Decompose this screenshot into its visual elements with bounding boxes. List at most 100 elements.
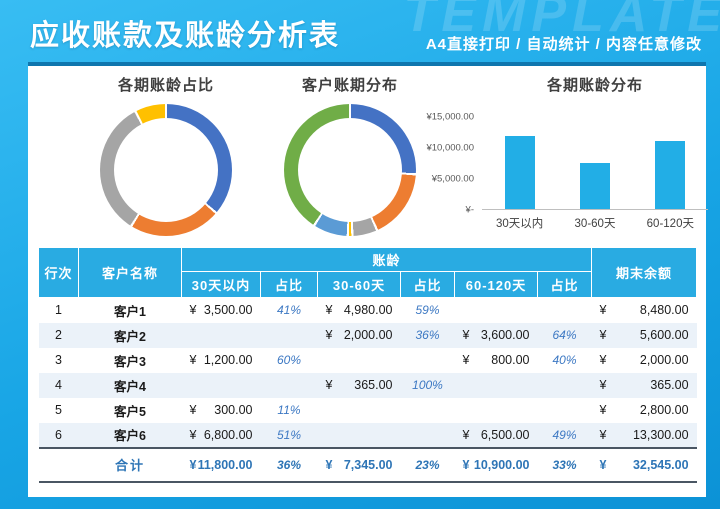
charts-row: 各期账龄占比 客户账期分布 各期账龄分布 ¥15,000.00 ¥10,000.0… — [28, 66, 708, 246]
amount-cell — [318, 423, 401, 448]
currency-symbol: ¥ — [462, 353, 470, 367]
percent-cell: 41% — [276, 303, 302, 318]
content-card: 各期账龄占比 客户账期分布 各期账龄分布 ¥15,000.00 ¥10,000.0… — [28, 62, 708, 497]
percent-cell — [538, 398, 592, 423]
aging-table: 行次 客户名称 账龄 期末余额 30天以内 占比 30-60天 占比 60-12… — [38, 247, 698, 483]
amount-value: 8,480.00 — [639, 303, 689, 318]
amount-value: 300.00 — [214, 403, 253, 417]
template-watermark: TEMPLATE — [403, 0, 720, 43]
percent-cell: 40% — [552, 353, 577, 367]
amount-cell: ¥1,200.00 — [182, 348, 261, 373]
col-header-row-no: 行次 — [38, 247, 79, 298]
col-header-pct-3: 占比 — [536, 271, 593, 298]
customer-name-cell: 客户4 — [114, 379, 146, 394]
col-header-customer: 客户名称 — [78, 247, 182, 298]
table-row: 6 客户6 ¥6,800.00 51% ¥6,500.00 49% ¥13,300.00 — [38, 422, 697, 448]
percent-cell — [261, 323, 318, 348]
customer-name-cell: 客户3 — [114, 354, 146, 369]
currency-symbol: ¥ — [599, 427, 607, 442]
plot-wrap: 30天以内 30-60天 60-120天 — [482, 117, 708, 231]
chart-title-aging-distribution: 各期账龄分布 — [546, 77, 643, 94]
donut-chart-customer-terms: 客户账期分布 — [256, 74, 444, 236]
percent-cell: 36% — [260, 446, 318, 483]
amount-cell: ¥2,800.00 — [592, 398, 697, 423]
amount-cell: ¥800.00 — [455, 348, 538, 373]
y-tick-label: ¥5,000.00 — [431, 173, 474, 185]
amount-value: 2,000.00 — [343, 328, 393, 342]
table-row: 4 客户4 ¥365.00 100% ¥365.00 — [38, 372, 697, 398]
amount-value: 32,545.00 — [632, 457, 689, 472]
percent-cell: 60% — [276, 353, 302, 367]
bar-30-60天 — [579, 163, 610, 209]
amount-cell: ¥13,300.00 — [592, 423, 697, 448]
bar-slot — [482, 136, 557, 209]
percent-cell: 64% — [552, 328, 577, 342]
amount-cell — [182, 373, 261, 398]
percent-cell: 33% — [537, 446, 592, 483]
donut-ring-customer-terms — [284, 104, 416, 236]
amount-cell: ¥4,980.00 — [318, 298, 401, 323]
x-axis-labels: 30天以内 30-60天 60-120天 — [482, 215, 708, 231]
col-header-balance: 期末余额 — [591, 247, 698, 298]
currency-symbol: ¥ — [599, 378, 607, 392]
amount-cell: ¥11,800.00 — [181, 446, 261, 483]
amount-cell: ¥32,545.00 — [591, 446, 697, 483]
percent-cell: 59% — [415, 303, 440, 318]
row-number-cell: 4 — [55, 378, 62, 392]
col-header-pct-1: 占比 — [260, 271, 318, 298]
currency-symbol: ¥ — [599, 328, 607, 342]
amount-value: 7,345.00 — [343, 457, 393, 472]
amount-value: 3,500.00 — [203, 303, 253, 318]
amount-value: 6,500.00 — [480, 427, 530, 442]
table-total-row: 合计 ¥11,800.00 36% ¥7,345.00 23% ¥10,900.00 33%… — [38, 446, 697, 483]
card-top-strip — [28, 62, 706, 66]
currency-symbol: ¥ — [599, 457, 607, 472]
currency-symbol: ¥ — [325, 328, 333, 342]
currency-symbol: ¥ — [599, 303, 607, 318]
table-header: 行次 客户名称 账龄 期末余额 30天以内 占比 30-60天 占比 60-12… — [38, 247, 698, 298]
row-number-cell: 5 — [55, 403, 62, 417]
percent-cell: 11% — [277, 403, 301, 417]
x-tick-label: 30天以内 — [496, 218, 544, 230]
table-row: 1 客户1 ¥3,500.00 41% ¥4,980.00 59% ¥8,480.00 — [39, 298, 697, 323]
row-number-cell: 1 — [55, 303, 62, 318]
plot-area — [482, 117, 708, 210]
table-row: 5 客户5 ¥300.00 11% ¥2,800.00 — [39, 398, 697, 423]
amount-cell — [318, 398, 401, 423]
donut-ring-aging-share — [100, 104, 232, 236]
amount-cell: ¥7,345.00 — [317, 446, 401, 483]
chart-title-aging-share: 各期账龄占比 — [117, 77, 214, 94]
currency-symbol: ¥ — [189, 353, 197, 367]
amount-value: 4,980.00 — [343, 303, 393, 318]
currency-symbol: ¥ — [462, 328, 470, 342]
percent-cell — [538, 373, 592, 398]
table-row: 3 客户3 ¥1,200.00 60% ¥800.00 40% ¥2,000.00 — [39, 348, 697, 373]
page-subtitle: A4直接打印 / 自动统计 / 内容任意修改 — [425, 36, 702, 53]
donut-chart-aging-share: 各期账龄占比 — [62, 74, 270, 236]
total-label-cell: 合计 — [78, 446, 182, 483]
amount-cell: ¥5,600.00 — [592, 323, 697, 348]
amount-value: 365.00 — [650, 378, 689, 392]
currency-symbol: ¥ — [599, 353, 607, 367]
col-header-60-120d: 60-120天 — [454, 271, 538, 298]
amount-cell — [182, 323, 261, 348]
amount-value: 5,600.00 — [639, 328, 689, 342]
amount-value: 800.00 — [491, 353, 530, 367]
amount-cell: ¥8,480.00 — [592, 298, 697, 323]
y-tick-label: ¥15,000.00 — [426, 111, 474, 123]
total-row: 合计 ¥11,800.00 36% ¥7,345.00 23% ¥10,900.00 33%… — [38, 446, 697, 483]
amount-cell — [318, 348, 401, 373]
percent-cell: 100% — [412, 378, 443, 392]
amount-value: 13,300.00 — [632, 427, 689, 442]
currency-symbol: ¥ — [325, 457, 333, 472]
amount-cell — [455, 398, 538, 423]
amount-cell: ¥3,600.00 — [455, 323, 538, 348]
row-number-cell: 3 — [55, 353, 62, 367]
amount-cell: ¥3,500.00 — [182, 298, 261, 323]
amount-value: 2,800.00 — [639, 403, 689, 417]
amount-cell: ¥365.00 — [592, 373, 697, 398]
currency-symbol: ¥ — [599, 403, 607, 417]
percent-cell — [401, 398, 455, 423]
amount-cell: ¥365.00 — [318, 373, 401, 398]
